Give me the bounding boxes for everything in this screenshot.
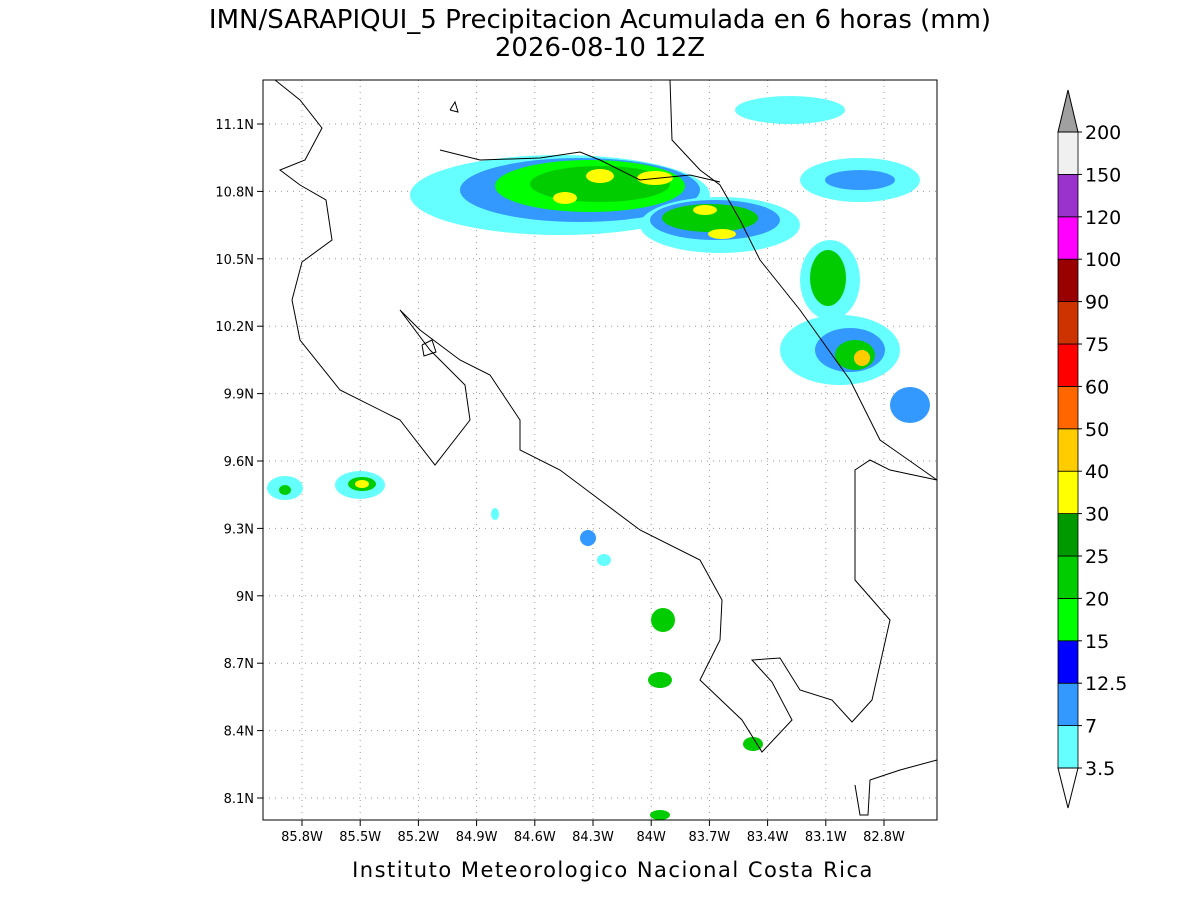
colorbar-band xyxy=(1057,682,1079,727)
colorbar-band xyxy=(1057,428,1079,472)
coastlines xyxy=(274,79,938,816)
colorbar-label: 20 xyxy=(1085,588,1109,610)
colorbar-band xyxy=(1057,173,1079,218)
lat-tick-label: 9.6N xyxy=(224,455,254,470)
colorbar-label: 200 xyxy=(1085,122,1121,144)
colorbar-band xyxy=(1057,301,1079,345)
colorbar-label: 50 xyxy=(1085,419,1109,441)
lat-tick-label: 10.5N xyxy=(215,253,254,268)
lat-tick-label: 8.1N xyxy=(224,792,254,807)
colorbar-label: 12.5 xyxy=(1085,673,1127,695)
colorbar-label: 75 xyxy=(1085,334,1109,356)
lat-tick-label: 10.2N xyxy=(215,320,254,335)
precipitation xyxy=(267,96,930,820)
colorbar-band xyxy=(1057,258,1079,303)
lon-tick-label: 84.9W xyxy=(456,830,498,845)
colorbar-label: 3.5 xyxy=(1085,758,1115,780)
lat-tick-label: 9N xyxy=(236,590,254,605)
colorbar-label: 7 xyxy=(1085,716,1097,738)
lon-tick-label: 85.8W xyxy=(281,830,323,845)
colorbar-band xyxy=(1057,555,1079,599)
lat-tick-label: 8.4N xyxy=(224,725,254,740)
colorbar-band xyxy=(1057,725,1079,769)
colorbar-label: 120 xyxy=(1085,207,1121,229)
colorbar-label: 15 xyxy=(1085,631,1109,653)
axis-labels: 85.8W 85.5W 85.2W 84.9W 84.6W 84.3W 84W 83.7W 83… xyxy=(215,118,905,845)
lat-tick-label: 11.1N xyxy=(215,118,254,133)
map-frame xyxy=(262,79,938,821)
lon-tick-label: 84.6W xyxy=(514,830,556,845)
lat-tick-label: 9.3N xyxy=(224,522,254,537)
colorbar-label: 100 xyxy=(1085,249,1121,271)
colorbar-label: 60 xyxy=(1085,376,1109,398)
colorbar-over-arrow xyxy=(1057,89,1079,133)
lat-tick-label: 10.8N xyxy=(215,185,254,200)
lon-tick-label: 83.1W xyxy=(805,830,847,845)
lon-tick-label: 83.7W xyxy=(688,830,730,845)
footer: Instituto Meteorologico Nacional Costa R… xyxy=(352,858,874,882)
lat-tick-label: 9.9N xyxy=(224,388,254,403)
lon-tick-label: 82.8W xyxy=(863,830,905,845)
lon-tick-label: 85.2W xyxy=(397,830,439,845)
colorbar-band xyxy=(1057,343,1079,387)
lat-tick-label: 8.7N xyxy=(224,657,254,672)
colorbar-label: 40 xyxy=(1085,461,1109,483)
colorbar-band xyxy=(1057,131,1079,175)
colorbar-band xyxy=(1057,385,1079,430)
colorbar-band xyxy=(1057,640,1079,684)
title: IMN/SARAPIQUI_5 Precipitacion Acumulada … xyxy=(209,5,991,35)
lon-tick-label: 83.4W xyxy=(747,830,789,845)
lon-tick-label: 85.5W xyxy=(339,830,381,845)
colorbar-label: 90 xyxy=(1085,292,1109,314)
colorbar-band xyxy=(1057,513,1079,557)
colorbar-label: 30 xyxy=(1085,504,1109,526)
colorbar-band xyxy=(1057,598,1079,642)
colorbar: 3.5 7 12.5 15 20 25 30 40 50 60 75 90 100 120 150 200 xyxy=(1057,89,1127,809)
colorbar-band xyxy=(1057,216,1079,260)
lon-tick-label: 84.3W xyxy=(572,830,614,845)
colorbar-label: 150 xyxy=(1085,164,1121,186)
colorbar-band xyxy=(1057,470,1079,515)
subtitle: 2026-08-10 12Z xyxy=(495,33,705,63)
colorbar-label: 25 xyxy=(1085,546,1109,568)
colorbar-under-arrow xyxy=(1057,767,1079,809)
lon-tick-label: 84W xyxy=(636,830,666,845)
map-area: 85.8W 85.5W 85.2W 84.9W 84.6W 84.3W 84W 83.7W 83… xyxy=(215,79,938,845)
grid xyxy=(263,80,937,820)
